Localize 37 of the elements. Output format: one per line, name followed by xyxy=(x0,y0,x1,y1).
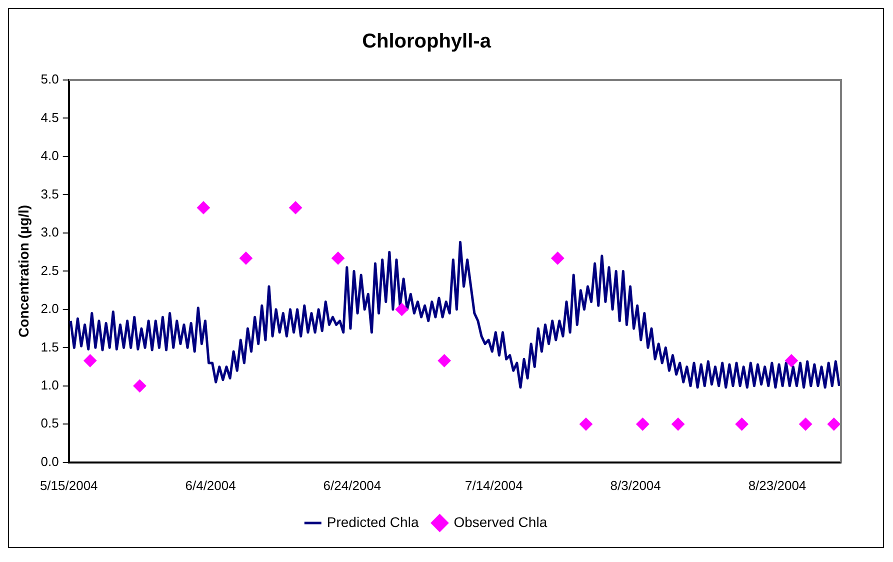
x-tick-label: 8/23/2004 xyxy=(748,478,806,493)
point xyxy=(196,201,210,214)
y-tick-label: 5.0 xyxy=(40,72,59,87)
point xyxy=(289,201,302,214)
legend-label: Observed Chla xyxy=(454,514,548,530)
x-tick-label: 6/24/2004 xyxy=(323,478,382,493)
x-tick-label: 6/4/2004 xyxy=(185,478,236,493)
point xyxy=(551,252,564,265)
point xyxy=(395,302,408,316)
y-tick-label: 4.0 xyxy=(40,148,59,164)
point xyxy=(239,252,252,265)
x-tick-label: 8/3/2004 xyxy=(610,478,661,493)
point xyxy=(735,418,748,431)
y-tick-label: 0.5 xyxy=(40,416,59,431)
point xyxy=(579,418,592,431)
legend-label: Predicted Chla xyxy=(326,514,419,530)
y-tick-label: 0.0 xyxy=(40,454,59,469)
point xyxy=(827,418,840,431)
chart-title: Chlorophyll-a xyxy=(362,30,492,53)
y-tick-label: 1.5 xyxy=(40,339,59,354)
y-tick-label: 2.0 xyxy=(40,301,59,316)
point xyxy=(799,418,812,431)
point xyxy=(84,354,97,368)
point xyxy=(636,418,650,431)
y-tick-label: 1.0 xyxy=(40,378,59,392)
y-tick-label: 2.5 xyxy=(40,262,59,278)
x-tick-label: 5/15/2004 xyxy=(40,478,98,493)
y-tick-label: 4.5 xyxy=(40,110,59,125)
point xyxy=(672,418,685,431)
y-tick-label: 3.0 xyxy=(40,224,59,240)
y-axis-title: Concentration (µg/l) xyxy=(15,204,32,338)
point xyxy=(133,379,146,392)
point xyxy=(784,354,798,368)
x-tick-label: 7/14/2004 xyxy=(464,478,523,493)
point xyxy=(332,252,345,265)
y-tick-label: 3.5 xyxy=(40,186,59,202)
point xyxy=(438,354,451,368)
